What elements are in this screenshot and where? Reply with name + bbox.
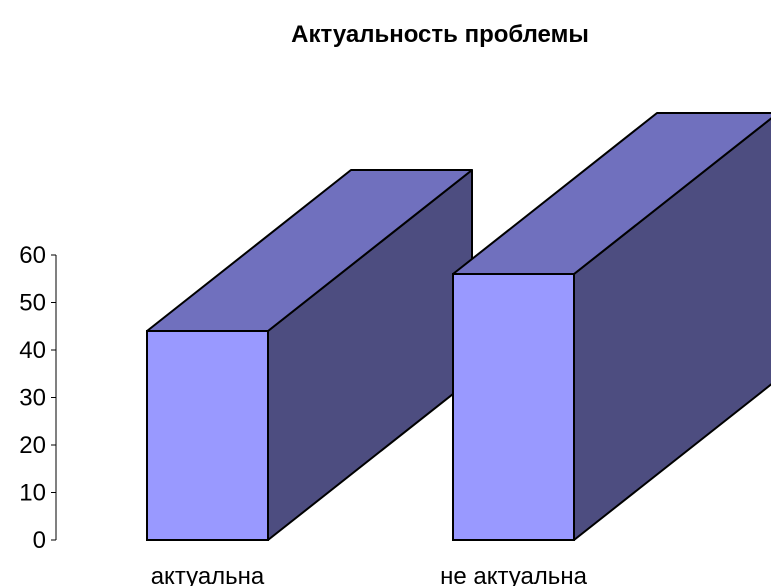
bar-front-face: [146, 330, 269, 541]
y-tick-label: 50: [19, 290, 46, 317]
bar: [146, 169, 473, 541]
bar-front-face: [452, 273, 575, 541]
y-tick-label: 10: [19, 480, 46, 507]
y-tick-label: 30: [19, 385, 46, 412]
y-tick-label: 40: [19, 337, 46, 364]
bars: [146, 112, 771, 541]
y-tick-label: 60: [19, 242, 46, 269]
x-axis-labels: актуальна не актуальна: [151, 563, 588, 586]
x-category-label: актуальна: [151, 563, 265, 586]
chart-title: Актуальность проблемы: [291, 21, 589, 48]
y-axis-ticks: 0 10 20 30 40 50 60: [19, 242, 56, 554]
y-tick-label: 20: [19, 432, 46, 459]
x-category-label: не актуальна: [440, 563, 587, 586]
y-tick-label: 0: [33, 527, 46, 554]
bar: [452, 112, 771, 541]
